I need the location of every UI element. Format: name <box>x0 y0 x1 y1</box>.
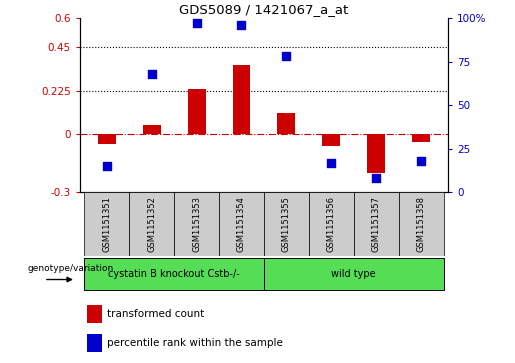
Point <box>102 163 111 169</box>
Bar <box>412 134 430 142</box>
Bar <box>143 125 161 134</box>
Bar <box>129 192 174 256</box>
Bar <box>322 134 340 146</box>
Text: percentile rank within the sample: percentile rank within the sample <box>108 338 283 348</box>
Bar <box>174 192 219 256</box>
Bar <box>354 192 399 256</box>
Point <box>417 158 425 164</box>
Bar <box>87 305 102 322</box>
Text: GSM1151358: GSM1151358 <box>417 196 425 252</box>
Point <box>282 54 290 60</box>
Point <box>237 22 246 28</box>
Text: GSM1151353: GSM1151353 <box>192 196 201 252</box>
Text: GSM1151356: GSM1151356 <box>327 196 336 252</box>
Title: GDS5089 / 1421067_a_at: GDS5089 / 1421067_a_at <box>179 3 349 16</box>
Text: GSM1151357: GSM1151357 <box>372 196 381 252</box>
Bar <box>84 258 264 290</box>
Bar <box>309 192 354 256</box>
Text: GSM1151355: GSM1151355 <box>282 196 291 252</box>
Point <box>148 71 156 77</box>
Bar <box>87 334 102 352</box>
Point <box>193 20 201 26</box>
Text: genotype/variation: genotype/variation <box>28 264 114 273</box>
Bar <box>187 89 205 134</box>
Bar <box>399 192 443 256</box>
Bar <box>367 134 385 173</box>
Bar <box>264 192 309 256</box>
Text: GSM1151351: GSM1151351 <box>102 196 111 252</box>
Bar <box>264 258 443 290</box>
Text: wild type: wild type <box>332 269 376 279</box>
Text: GSM1151352: GSM1151352 <box>147 196 156 252</box>
Bar <box>219 192 264 256</box>
Point <box>372 176 380 182</box>
Bar <box>278 113 296 134</box>
Text: transformed count: transformed count <box>108 309 204 319</box>
Text: cystatin B knockout Cstb-/-: cystatin B knockout Cstb-/- <box>108 269 240 279</box>
Bar <box>98 134 116 144</box>
Text: GSM1151354: GSM1151354 <box>237 196 246 252</box>
Bar <box>84 192 129 256</box>
Point <box>327 160 335 166</box>
Bar <box>232 65 250 134</box>
